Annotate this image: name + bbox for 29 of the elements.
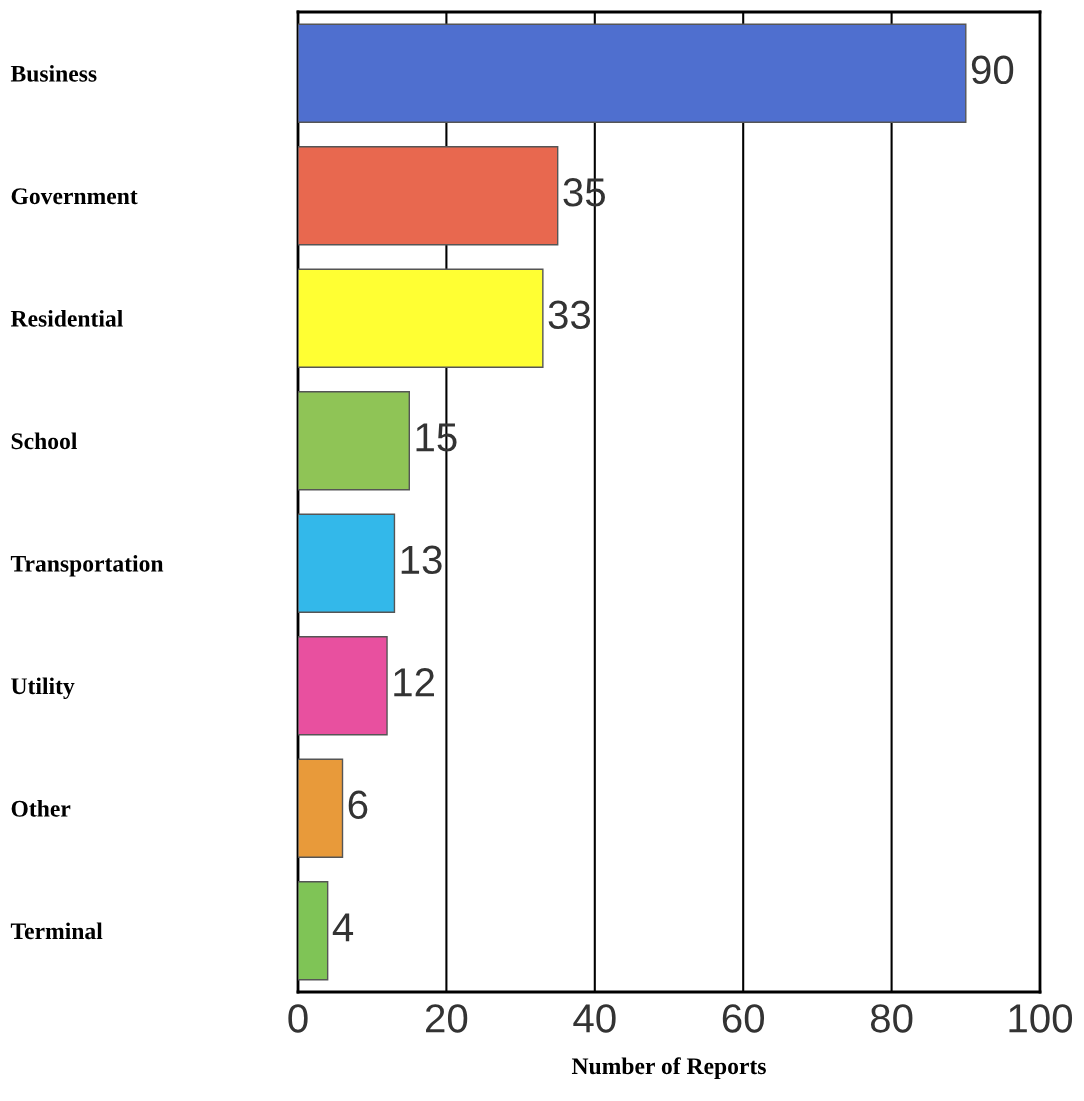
data-label: 6 <box>348 790 368 820</box>
y-tick-label: Residential <box>10 310 123 327</box>
y-tick-label: School <box>11 432 78 450</box>
x-tick-label: 0 <box>288 1004 308 1033</box>
x-tick-label: 20 <box>426 1004 468 1033</box>
bar <box>298 758 344 858</box>
x-tick-label: 80 <box>870 1004 913 1033</box>
y-tick-label: Terminal <box>10 922 103 940</box>
bar <box>298 881 329 981</box>
y-tick-label: Government <box>11 188 138 205</box>
bar <box>298 23 967 123</box>
bar <box>298 636 388 736</box>
data-label: 4 <box>332 913 354 942</box>
x-tick-label: 100 <box>1009 1004 1073 1033</box>
bar <box>298 391 410 491</box>
x-tick-label: 40 <box>573 1004 616 1033</box>
y-tick-label: Other <box>11 800 71 817</box>
bar <box>298 513 396 613</box>
y-tick-label: Utility <box>11 677 75 700</box>
bar <box>298 268 544 368</box>
x-axis-title: Number of Reports <box>571 1057 766 1079</box>
data-label: 90 <box>971 55 1014 85</box>
y-tick-label: Transportation <box>10 555 164 577</box>
bar <box>298 146 559 246</box>
data-label: 33 <box>548 300 591 330</box>
data-label: 12 <box>394 668 434 697</box>
data-label: 13 <box>401 545 442 575</box>
x-tick-label: 60 <box>722 1004 765 1033</box>
y-tick-label: Business <box>10 65 97 82</box>
